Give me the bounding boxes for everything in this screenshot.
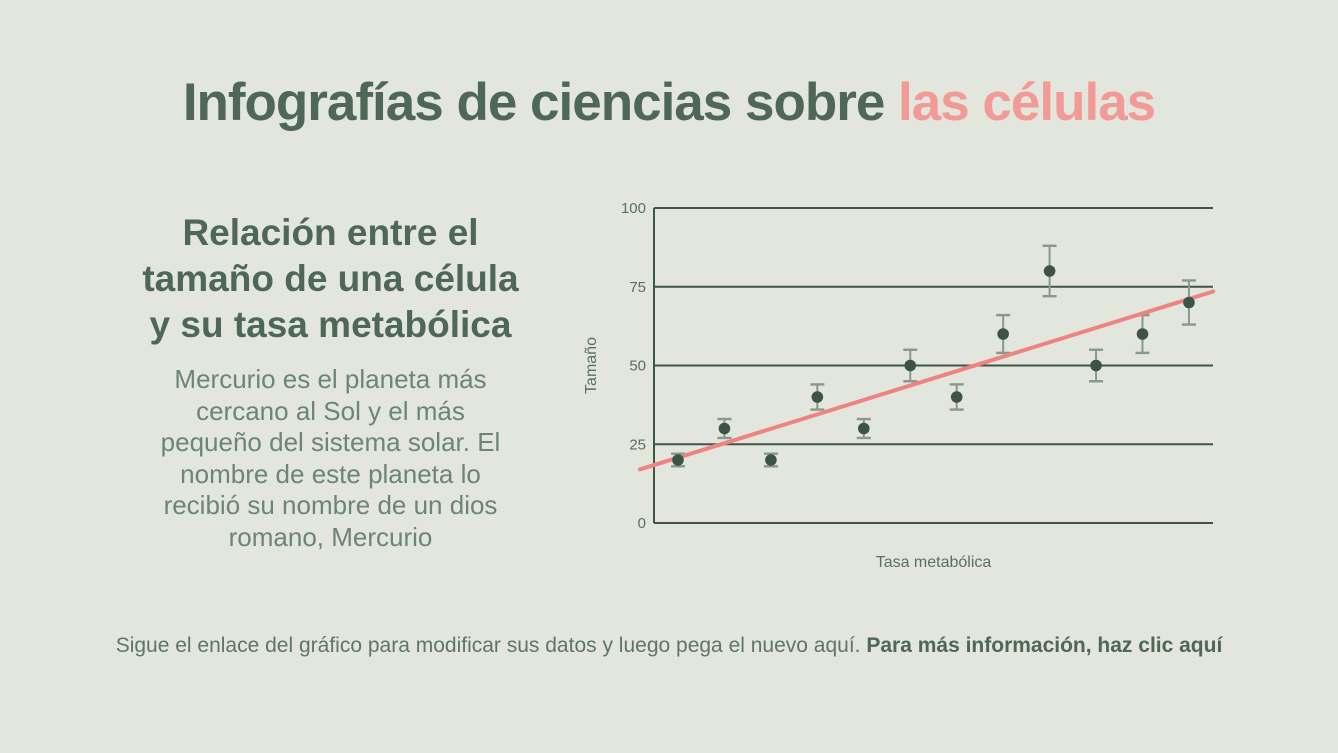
scatter-chart[interactable]: 0 25 50 75 100 Tamaño Tasa metabólica [583, 193, 1233, 588]
data-point [950, 391, 963, 403]
left-text-panel: Relación entre el tamaño de una célula y… [103, 210, 558, 553]
data-point [858, 422, 870, 435]
y-tick-label: 0 [638, 515, 646, 532]
scatter-chart-svg: 0 25 50 75 100 Tamaño Tasa metabólica [583, 200, 1216, 571]
data-point [765, 454, 777, 466]
data-point [1090, 359, 1102, 372]
footer-instructions: Sigue el enlace del gráfico para modific… [115, 634, 867, 657]
slide-title: Infografías de ciencias sobre las célula… [0, 72, 1338, 134]
slide-title-highlight: las células [898, 73, 1156, 132]
data-point [1183, 296, 1195, 309]
data-point [672, 454, 684, 466]
y-axis-label: Tamaño [583, 337, 600, 394]
data-point [904, 359, 917, 372]
y-tick-label: 100 [621, 200, 646, 217]
more-info-link[interactable]: Para más información, haz clic aquí [866, 634, 1223, 657]
y-tick-label: 75 [629, 279, 646, 296]
trend-line [637, 289, 1216, 472]
footer-note: Sigue el enlace del gráfico para modific… [0, 633, 1338, 659]
slide-title-text: Infografías de ciencias sobre [182, 73, 899, 132]
section-heading: Relación entre el tamaño de una célula y… [142, 212, 519, 345]
y-tick-label: 25 [629, 436, 646, 453]
x-axis-label: Tasa metabólica [876, 554, 992, 571]
data-point [1136, 328, 1149, 340]
y-tick-label: 50 [629, 358, 646, 375]
data-point [718, 422, 731, 435]
data-point [811, 391, 824, 403]
section-body-text: Mercurio es el planeta más cercano al So… [160, 364, 501, 552]
data-point [997, 328, 1009, 340]
data-point [1043, 265, 1056, 277]
